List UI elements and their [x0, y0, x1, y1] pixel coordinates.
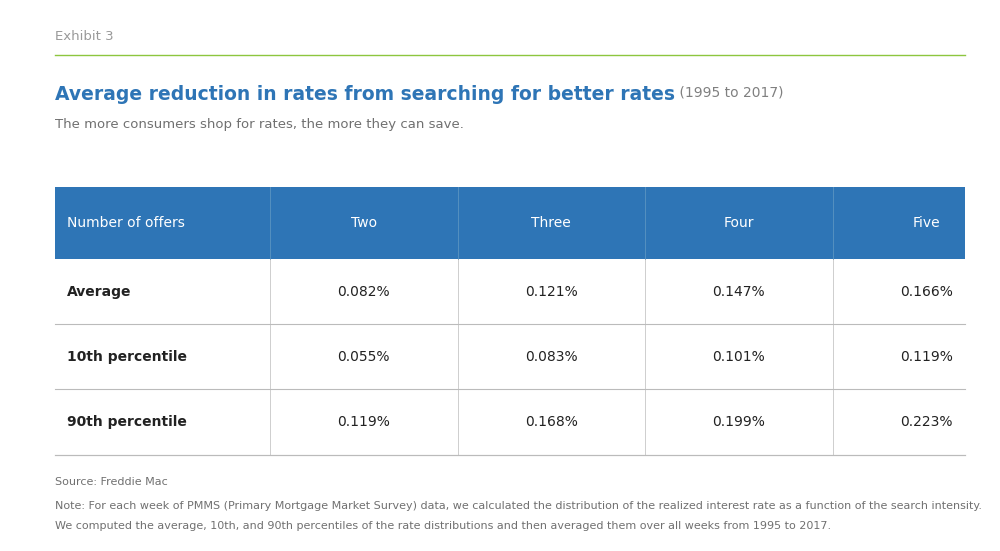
Text: 0.082%: 0.082%: [337, 284, 390, 299]
Text: Exhibit 3: Exhibit 3: [55, 30, 114, 44]
Text: (1995 to 2017): (1995 to 2017): [675, 85, 784, 99]
Text: 10th percentile: 10th percentile: [67, 350, 187, 364]
Text: Four: Four: [724, 216, 754, 230]
Text: Note: For each week of PMMS (Primary Mortgage Market Survey) data, we calculated: Note: For each week of PMMS (Primary Mor…: [55, 501, 982, 511]
Text: 0.055%: 0.055%: [338, 350, 390, 364]
Text: Source: Freddie Mac: Source: Freddie Mac: [55, 477, 168, 487]
Text: We computed the average, 10th, and 90th percentiles of the rate distributions an: We computed the average, 10th, and 90th …: [55, 521, 831, 531]
Text: Five: Five: [912, 216, 940, 230]
Text: 0.101%: 0.101%: [712, 350, 765, 364]
Text: 0.147%: 0.147%: [712, 284, 765, 299]
Text: 90th percentile: 90th percentile: [67, 415, 187, 429]
Text: 0.083%: 0.083%: [525, 350, 578, 364]
Text: Two: Two: [351, 216, 377, 230]
Text: 0.223%: 0.223%: [900, 415, 952, 429]
Text: Three: Three: [531, 216, 571, 230]
Text: 0.166%: 0.166%: [900, 284, 953, 299]
Text: 0.199%: 0.199%: [712, 415, 765, 429]
Text: Average: Average: [67, 284, 132, 299]
Text: The more consumers shop for rates, the more they can save.: The more consumers shop for rates, the m…: [55, 118, 464, 132]
Text: 0.121%: 0.121%: [525, 284, 578, 299]
Text: Number of offers: Number of offers: [67, 216, 185, 230]
Text: 0.119%: 0.119%: [337, 415, 390, 429]
Text: 0.119%: 0.119%: [900, 350, 953, 364]
Text: 0.168%: 0.168%: [525, 415, 578, 429]
Text: Average reduction in rates from searching for better rates: Average reduction in rates from searchin…: [55, 85, 675, 104]
